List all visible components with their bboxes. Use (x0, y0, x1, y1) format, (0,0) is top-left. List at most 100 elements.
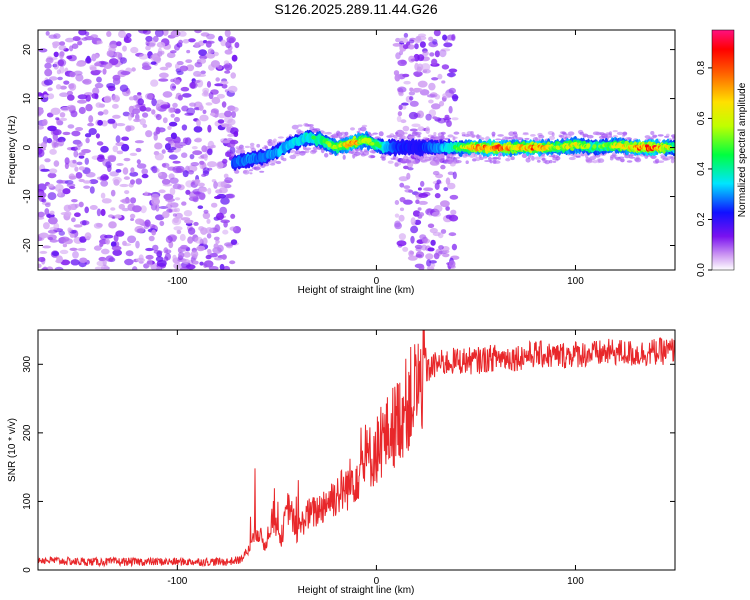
noise-cell (419, 89, 430, 96)
halo-cell (275, 160, 282, 165)
noise-cell (219, 206, 228, 215)
halo-cell (657, 134, 664, 137)
noise-cell (162, 91, 173, 98)
noise-cell (64, 211, 72, 217)
noise-cell (213, 236, 220, 241)
noise-cell (163, 256, 169, 262)
noise-cell (100, 208, 106, 217)
noise-cell (187, 236, 194, 244)
noise-cell (71, 217, 76, 223)
noise-cell (120, 70, 131, 76)
noise-cell (51, 251, 59, 257)
noise-cell (46, 266, 54, 270)
colorbar-tick-label: 0.4 (696, 162, 707, 176)
noise-cell (96, 155, 105, 162)
noise-cell (121, 198, 132, 204)
noise-cell (102, 175, 109, 180)
noise-cell (54, 184, 64, 192)
noise-cell (221, 254, 227, 260)
noise-cell (230, 213, 236, 219)
noise-cell (407, 167, 414, 171)
halo-cell (650, 131, 655, 135)
noise-cell (452, 171, 457, 180)
noise-cell (38, 107, 44, 115)
noise-cell (398, 104, 403, 111)
noise-cell (79, 236, 87, 243)
noise-cell (92, 87, 100, 95)
heatmap-xlabel: Height of straight line (km) (298, 285, 415, 296)
noise-cell (46, 137, 53, 144)
noise-cell (403, 199, 413, 205)
noise-cell (99, 175, 105, 181)
noise-cell (419, 234, 427, 240)
halo-cell (239, 149, 246, 154)
halo-cell (478, 154, 482, 158)
halo-cell (670, 156, 675, 160)
noise-cell (63, 80, 70, 85)
noise-cell (224, 49, 233, 55)
noise-cell (213, 243, 219, 250)
noise-cell (411, 123, 421, 128)
noise-cell (192, 150, 203, 156)
halo-cell (657, 160, 665, 163)
noise-cell (415, 199, 420, 204)
noise-cell (139, 118, 146, 126)
noise-cell (426, 266, 435, 270)
noise-cell (139, 105, 147, 112)
noise-cell (132, 266, 138, 270)
noise-cell (108, 214, 114, 218)
noise-cell (140, 205, 147, 214)
noise-cell (43, 94, 48, 98)
noise-cell (420, 180, 425, 187)
noise-cell (129, 171, 139, 177)
x-tick-label: -100 (167, 276, 187, 287)
noise-cell (448, 260, 456, 268)
noise-cell (116, 163, 124, 166)
noise-cell (437, 73, 443, 80)
noise-cell (196, 245, 206, 252)
noise-cell (38, 48, 48, 53)
halo-cell (370, 155, 376, 159)
noise-cell (120, 57, 127, 64)
noise-cell (216, 161, 224, 169)
noise-cell (193, 221, 199, 226)
noise-cell (100, 192, 106, 199)
noise-cell (203, 40, 208, 44)
noise-cell (39, 192, 47, 198)
chart-title: S126.2025.289.11.44.G26 (274, 1, 437, 17)
noise-cell (208, 92, 214, 100)
y-tick-label: 20 (22, 44, 33, 56)
noise-cell (108, 44, 118, 49)
halo-cell (387, 160, 394, 164)
noise-cell (396, 115, 402, 123)
noise-cell (78, 106, 86, 115)
noise-cell (429, 260, 437, 264)
noise-cell (175, 212, 183, 219)
noise-cell (398, 37, 409, 44)
halo-cell (415, 160, 419, 164)
noise-cell (152, 35, 159, 43)
noise-cell (128, 96, 135, 101)
noise-cell (43, 79, 53, 86)
halo-cell (539, 155, 546, 158)
noise-cell (145, 40, 150, 46)
noise-cell (409, 128, 418, 132)
halo-cell (267, 141, 273, 147)
noise-cell (408, 91, 416, 96)
snr-plot-area (38, 330, 675, 570)
noise-cell (188, 38, 196, 43)
halo-cell (305, 147, 312, 151)
noise-cell (395, 52, 401, 60)
noise-cell (78, 201, 84, 208)
noise-cell (417, 187, 422, 191)
halo-cell (340, 131, 346, 135)
snr-ylabel: SNR (10 * v/v) (7, 418, 18, 482)
noise-cell (155, 103, 161, 111)
colorbar-tick-label: 0.6 (696, 111, 707, 125)
noise-cell (211, 96, 221, 105)
noise-cell (123, 176, 130, 180)
halo-cell (489, 159, 493, 164)
noise-cell (193, 126, 203, 133)
noise-cell (85, 57, 92, 64)
noise-cell (403, 185, 411, 190)
